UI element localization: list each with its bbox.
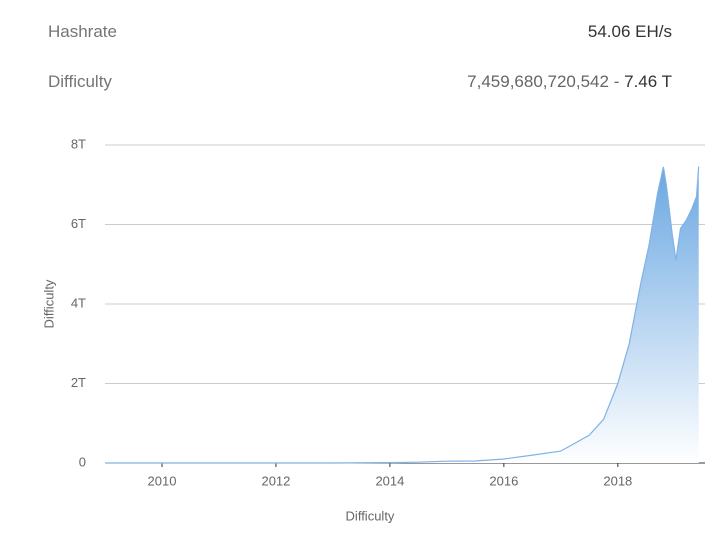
difficulty-row: Difficulty 7,459,680,720,542 - 7.46 T <box>48 72 672 92</box>
area <box>105 166 699 463</box>
row-label: Hashrate <box>48 22 117 41</box>
hashrate-row: Hashrate 54.06 EH/s <box>48 22 672 42</box>
y-tick-label: 0 <box>79 454 86 469</box>
y-tick-label: 4T <box>71 295 86 310</box>
row-value: 7,459,680,720,542 <box>467 72 609 91</box>
row-short-value: 7.46 T <box>624 72 672 91</box>
x-axis-title: Difficulty <box>346 508 395 523</box>
x-tick-label: 2016 <box>489 473 518 488</box>
y-tick-label: 2T <box>71 375 86 390</box>
row-value: 54.06 EH/s <box>587 22 672 41</box>
separator: - <box>613 72 620 91</box>
row-label: Difficulty <box>48 72 112 91</box>
x-tick-label: 2018 <box>603 473 632 488</box>
line <box>105 166 700 464</box>
y-tick-label: 8T <box>71 136 86 151</box>
y-axis-title: Difficulty <box>41 279 56 328</box>
x-tick-label: 2010 <box>148 473 177 488</box>
x-tick-label: 2012 <box>261 473 290 488</box>
row-value-group: 7,459,680,720,542 - 7.46 T <box>467 72 672 92</box>
y-tick-label: 6T <box>71 216 86 231</box>
x-tick-label: 2014 <box>375 473 404 488</box>
